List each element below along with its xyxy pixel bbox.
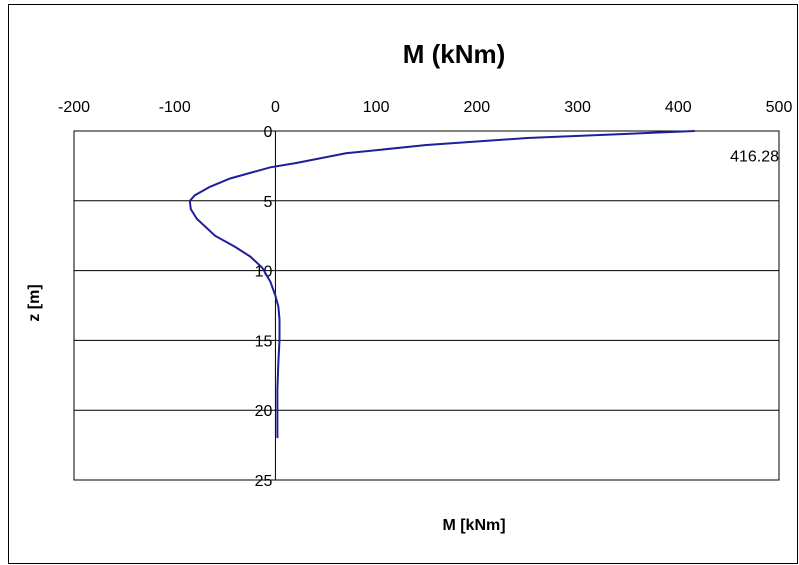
y-tick-label: 20 <box>255 403 273 420</box>
moment-chart: M (kNm) 0 5 10 15 20 25 -200 -100 0 100 200 300 400 5… <box>26 39 792 534</box>
x-tick-label: 200 <box>464 99 491 116</box>
y-tick-label: 25 <box>255 473 273 490</box>
plot-border <box>73 130 780 481</box>
x-tick-label: 400 <box>665 99 692 116</box>
chart-frame: M (kNm) 0 5 10 15 20 25 -200 -100 0 100 200 300 400 5… <box>8 4 798 564</box>
x-tick-label: 500 <box>766 99 793 116</box>
x-axis-label: M [kNm] <box>442 517 505 534</box>
x-tick-label: 100 <box>363 99 390 116</box>
plot-area: 0 5 10 15 20 25 -200 -100 0 100 200 300 400 500 416.2… <box>58 99 792 490</box>
tick-labels: 0 5 10 15 20 25 -200 -100 0 100 200 300 400 500 <box>58 99 792 490</box>
chart-title: M (kNm) <box>403 39 506 69</box>
grid-lines <box>74 200 779 411</box>
y-axis-label: z [m] <box>26 284 43 321</box>
x-tick-label: 300 <box>564 99 591 116</box>
y-tick-label: 0 <box>264 124 273 141</box>
x-tick-label: 0 <box>271 99 280 116</box>
max-value-annotation: 416.28 <box>730 149 779 166</box>
x-tick-label: -100 <box>159 99 191 116</box>
y-tick-label: 5 <box>264 194 273 211</box>
y-tick-label: 15 <box>255 333 273 350</box>
y-tick-label: 10 <box>255 264 273 281</box>
series-line <box>188 130 695 439</box>
x-tick-label: -200 <box>58 99 90 116</box>
